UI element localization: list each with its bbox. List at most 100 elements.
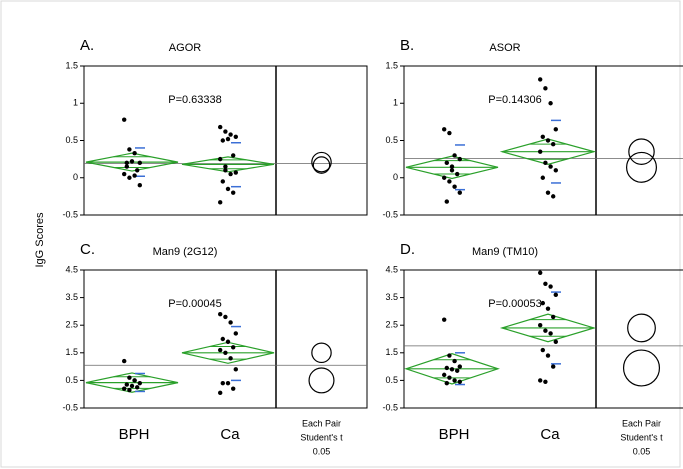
p-value: P=0.63338 <box>168 94 222 106</box>
p-value: P=0.14306 <box>488 94 542 106</box>
x-category-label: Ca <box>220 426 240 443</box>
point <box>538 270 543 275</box>
point <box>233 170 238 175</box>
comparison-label: Each Pair <box>622 418 661 428</box>
point <box>218 200 223 205</box>
point <box>231 153 236 158</box>
point <box>449 164 455 169</box>
point <box>220 336 225 342</box>
y-tick-label: -0.5 <box>382 209 398 219</box>
point <box>452 378 457 383</box>
panel-title: Man9 (2G12) <box>153 246 218 258</box>
y-tick-label: 0 <box>393 172 398 182</box>
point <box>543 160 548 166</box>
x-category-label: BPH <box>119 426 150 443</box>
panel-label: C. <box>80 241 95 258</box>
point <box>231 345 236 350</box>
panel-label: D. <box>400 241 415 258</box>
y-tick-label: 1.5 <box>65 60 78 70</box>
point <box>545 306 551 311</box>
y-tick-label: 0 <box>73 172 78 182</box>
point <box>127 175 132 180</box>
point <box>127 387 132 393</box>
point <box>225 136 231 142</box>
point <box>442 127 447 132</box>
y-tick-label: 2.5 <box>65 320 78 330</box>
y-tick-label: 4.5 <box>385 264 398 274</box>
point <box>447 130 452 136</box>
point <box>553 339 558 344</box>
point <box>452 358 457 364</box>
point <box>220 179 225 184</box>
p-value: P=0.00045 <box>168 298 222 310</box>
point <box>132 173 137 178</box>
comparison-circle <box>625 151 657 183</box>
panel-title: ASOR <box>489 42 520 54</box>
point <box>223 314 228 320</box>
point <box>540 175 545 180</box>
comparison-label: Student's t <box>620 432 663 442</box>
point <box>538 378 543 383</box>
point <box>455 171 460 177</box>
point <box>127 375 132 380</box>
point <box>444 380 449 386</box>
plot-box <box>83 65 368 216</box>
point <box>228 356 233 361</box>
point <box>457 190 462 195</box>
point <box>551 364 556 369</box>
comparison-circle <box>311 342 332 364</box>
point <box>449 367 455 372</box>
point <box>223 129 228 134</box>
point <box>545 190 551 195</box>
point <box>447 353 452 358</box>
point <box>220 380 225 386</box>
point <box>228 320 233 325</box>
comparison-label: Student's t <box>300 432 343 442</box>
point <box>122 171 127 177</box>
point <box>452 184 457 189</box>
point <box>551 314 556 320</box>
point <box>551 194 556 199</box>
point <box>129 383 135 389</box>
x-category-label: BPH <box>439 426 470 443</box>
point <box>551 142 556 147</box>
point <box>442 317 447 322</box>
point <box>457 156 462 162</box>
point <box>231 190 236 195</box>
point <box>444 199 449 204</box>
point <box>225 186 231 192</box>
point <box>218 390 223 396</box>
point <box>132 378 137 383</box>
y-tick-label: 1.5 <box>65 347 78 357</box>
point <box>228 171 233 177</box>
comparison-circle <box>627 313 656 343</box>
point <box>127 147 132 152</box>
point <box>137 380 142 386</box>
point <box>543 328 548 333</box>
y-tick-label: -0.5 <box>62 209 78 219</box>
point <box>538 77 543 82</box>
point <box>233 367 238 372</box>
point <box>553 292 558 298</box>
point <box>538 149 543 154</box>
point <box>218 311 223 317</box>
point <box>543 379 548 384</box>
point <box>540 347 545 353</box>
point <box>231 386 236 391</box>
point <box>233 134 238 139</box>
point <box>223 350 228 355</box>
y-tick-label: 1 <box>393 98 398 108</box>
point <box>135 168 140 173</box>
plot-box <box>83 269 368 409</box>
point <box>135 385 140 390</box>
x-category-label: Ca <box>540 426 560 443</box>
point <box>447 375 452 380</box>
point <box>452 153 457 158</box>
point <box>545 353 551 358</box>
y-tick-label: 1 <box>73 98 78 108</box>
point <box>137 183 142 188</box>
point <box>444 160 449 166</box>
point <box>548 164 553 169</box>
